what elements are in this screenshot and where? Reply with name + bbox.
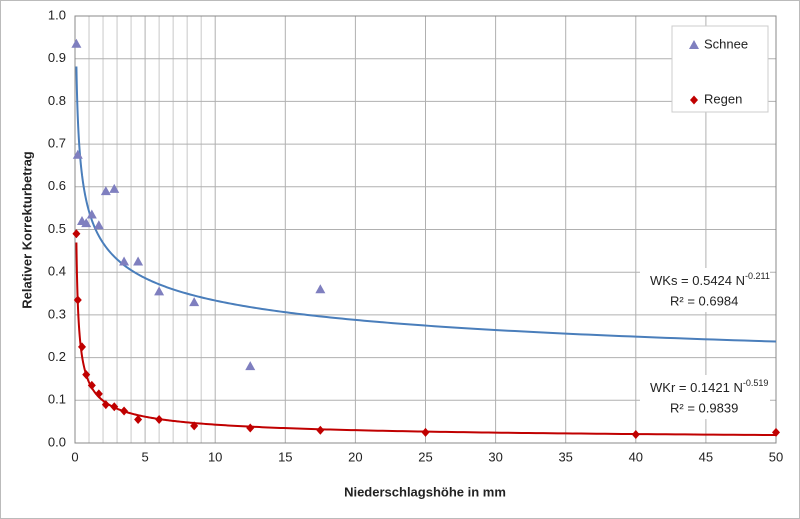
triangle-marker	[119, 256, 130, 266]
trendline-equation: WKr = 0.1421 N-0.519	[650, 378, 768, 395]
annotation-box	[640, 268, 770, 312]
diamond-marker	[110, 402, 119, 412]
diamond-marker	[134, 415, 143, 425]
y-tick-label: 0.2	[48, 349, 66, 364]
legend-box	[671, 25, 769, 113]
diamond-marker	[421, 427, 430, 437]
x-tick-label: 20	[348, 449, 362, 464]
plot-area-border	[74, 15, 777, 444]
equation-exponent: -0.519	[743, 378, 769, 388]
diamond-marker	[772, 427, 780, 437]
diamond-marker	[190, 421, 199, 431]
triangle-marker	[93, 220, 104, 230]
triangle-marker	[245, 361, 256, 371]
triangle-marker	[71, 38, 82, 48]
annotation-box	[640, 375, 770, 419]
x-tick-label: 35	[558, 449, 572, 464]
legend-marker	[690, 95, 698, 105]
diamond-marker	[101, 400, 110, 410]
triangle-marker	[133, 256, 144, 266]
x-tick-label: 0	[71, 449, 78, 464]
diamond-marker	[82, 370, 91, 380]
equation-text: WKr = 0.1421 N	[650, 380, 743, 395]
triangle-marker	[315, 284, 326, 294]
y-tick-label: 0.9	[48, 50, 66, 65]
diamond-marker	[631, 429, 640, 439]
legend-label: Regen	[704, 91, 742, 106]
triangle-marker	[81, 218, 92, 228]
legend-label: Schnee	[704, 36, 748, 51]
equation-exponent: -0.211	[745, 271, 770, 281]
y-tick-label: 0.6	[48, 178, 66, 193]
trendline-equation: WKs = 0.5424 N-0.211	[650, 271, 770, 288]
x-tick-label: 30	[488, 449, 502, 464]
triangle-marker	[109, 183, 120, 193]
x-tick-label: 25	[418, 449, 432, 464]
y-tick-label: 0.8	[48, 93, 66, 108]
diamond-marker	[94, 389, 103, 399]
triangle-marker	[189, 297, 200, 307]
x-axis-label: Niederschlagshöhe in mm	[344, 484, 506, 499]
y-tick-label: 0.1	[48, 392, 66, 407]
x-tick-label: 45	[699, 449, 713, 464]
x-tick-label: 10	[208, 449, 222, 464]
diamond-marker	[155, 415, 164, 425]
triangle-marker	[72, 149, 83, 159]
y-tick-label: 0.0	[48, 434, 66, 449]
diamond-marker	[73, 295, 82, 305]
diamond-marker	[120, 406, 129, 416]
y-axis-label: Relativer Korrekturbetrag	[19, 151, 34, 309]
legend-marker	[689, 40, 699, 49]
y-tick-label: 1.0	[48, 7, 66, 22]
x-tick-label: 5	[141, 449, 148, 464]
diamond-marker	[72, 229, 81, 239]
trendline-r2: R² = 0.9839	[670, 400, 738, 415]
equation-text: WKs = 0.5424 N	[650, 273, 745, 288]
diamond-marker	[246, 423, 255, 433]
triangle-marker	[154, 286, 165, 296]
x-tick-label: 50	[769, 449, 783, 464]
triangle-marker	[86, 209, 97, 219]
y-tick-label: 0.5	[48, 221, 66, 236]
trendline-r2: R² = 0.6984	[670, 293, 738, 308]
y-tick-label: 0.3	[48, 306, 66, 321]
diamond-marker	[316, 425, 325, 435]
diamond-marker	[78, 342, 87, 352]
triangle-marker	[100, 186, 111, 196]
y-tick-label: 0.4	[48, 264, 66, 279]
diamond-marker	[87, 380, 96, 390]
y-tick-label: 0.7	[48, 136, 66, 151]
x-tick-label: 40	[629, 449, 643, 464]
trendline	[75, 66, 777, 343]
x-tick-label: 15	[278, 449, 292, 464]
